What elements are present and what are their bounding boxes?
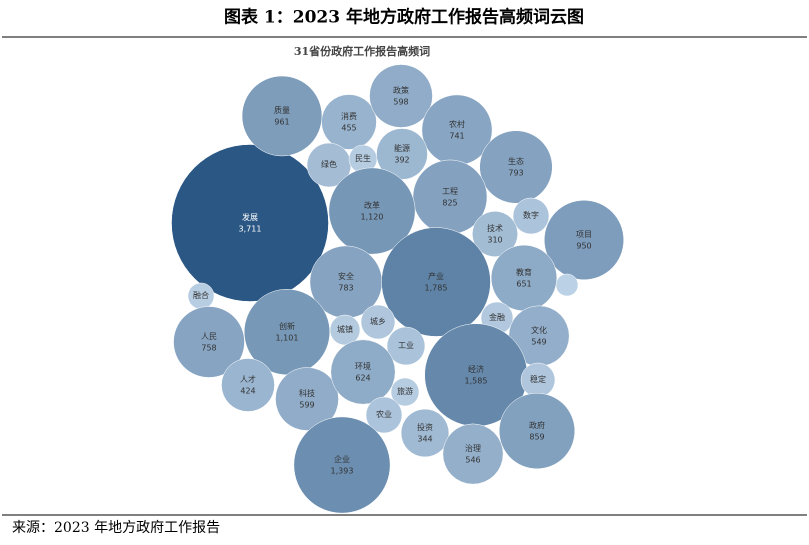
value-label: 793	[508, 169, 523, 178]
bubble-label: 工程	[442, 187, 458, 196]
bubble	[442, 423, 504, 485]
value-label: 1,785	[425, 284, 448, 293]
value-label: 758	[201, 344, 216, 353]
bubble	[241, 75, 323, 157]
bubble-label: 城镇	[337, 324, 353, 334]
bubble-label: 人民	[201, 332, 217, 341]
bubble	[221, 358, 275, 412]
bubble-label: 消费	[341, 111, 357, 121]
bubble-label: 环境	[355, 361, 371, 371]
bubble-label: 发展	[242, 212, 258, 222]
bubble-label: 文化	[531, 325, 547, 335]
page-title: 图表 1：2023 年地方政府工作报告高频词云图	[224, 7, 584, 28]
bubble	[479, 130, 553, 204]
bubble-label: 能源	[394, 143, 410, 153]
bubble-label: 企业	[334, 454, 350, 464]
bubble	[512, 197, 550, 235]
value-label: 310	[487, 236, 502, 245]
bubble-label: 旅游	[397, 386, 413, 396]
bubble	[293, 416, 391, 514]
bubble-label: 人才	[240, 374, 256, 384]
bubble	[498, 392, 576, 470]
bubble-label: 治理	[465, 443, 481, 453]
value-label: 950	[576, 242, 591, 251]
value-label: 624	[355, 374, 370, 383]
bubble-label: 教育	[516, 267, 532, 277]
bubble	[369, 64, 433, 128]
bubble	[171, 144, 329, 302]
bubble-label: 生态	[508, 156, 524, 166]
source: 来源：2023 年地方政府工作报告	[12, 520, 220, 536]
bubble	[321, 94, 377, 150]
value-label: 3,711	[239, 225, 262, 234]
value-label: 344	[417, 435, 432, 444]
value-label: 825	[442, 199, 457, 208]
bubble-label: 政府	[529, 420, 545, 430]
bubble	[490, 244, 558, 312]
bubble	[360, 304, 396, 340]
bubble-label: 产业	[428, 271, 444, 281]
bubble-label: 城乡	[370, 317, 386, 326]
bubble	[544, 200, 624, 280]
bubble	[328, 167, 416, 255]
bubble-label: 工业	[398, 340, 414, 350]
value-label: 1,585	[465, 377, 488, 386]
value-label: 424	[240, 387, 255, 396]
bubble	[400, 408, 450, 458]
value-label: 859	[529, 433, 544, 442]
bubble-label: 创新	[279, 321, 295, 331]
bubble	[376, 128, 428, 180]
bubble	[330, 339, 396, 405]
bubble-label: 融合	[193, 290, 209, 300]
bubble-label: 改革	[364, 200, 380, 210]
bubble-label: 科技	[299, 388, 315, 398]
bubble-label: 安全	[338, 271, 354, 281]
bubble-label: 农村	[449, 119, 465, 129]
value-label: 741	[449, 132, 464, 141]
bubble	[329, 314, 361, 346]
value-label: 1,101	[276, 334, 299, 343]
bubble-label: 投资	[417, 422, 433, 432]
value-label: 455	[341, 124, 356, 133]
value-label: 651	[516, 280, 531, 289]
value-label: 961	[274, 118, 289, 127]
bubble	[421, 94, 493, 166]
bubble	[555, 273, 579, 297]
value-label: 1,393	[331, 467, 354, 476]
bubble	[173, 306, 245, 378]
value-label: 1,120	[361, 213, 384, 222]
value-label: 598	[393, 98, 408, 107]
bubble	[275, 367, 339, 431]
bubbles: 发展 3,711 质量 961 消费 455 政策 598 农村 741 绿色 民生 能源 392 生态 79…	[171, 64, 624, 514]
bubble-label: 技术	[487, 223, 503, 233]
bubble-label: 项目	[576, 230, 592, 239]
bubble-label: 农业	[376, 409, 392, 419]
bubble	[386, 326, 426, 366]
bubble	[472, 211, 518, 257]
chart-title: 31省份政府工作报告高频词	[294, 44, 430, 58]
bubble	[390, 377, 420, 407]
bubble-label: 绿色	[321, 159, 337, 169]
bubble	[365, 396, 403, 434]
value-label: 549	[531, 338, 546, 347]
value-label: 783	[338, 284, 353, 293]
bubble-label: 经济	[468, 364, 484, 374]
value-label: 392	[394, 156, 409, 165]
value-label: 546	[465, 456, 480, 465]
bubble-label: 民生	[355, 153, 371, 163]
bubble-label: 质量	[274, 105, 290, 115]
bubble-label: 数字	[523, 210, 539, 220]
bubble-label: 稳定	[530, 374, 546, 384]
bubble	[381, 227, 491, 337]
value-label: 599	[299, 401, 314, 410]
bubble-label: 政策	[393, 85, 409, 95]
bubble-label: 金融	[489, 312, 505, 322]
